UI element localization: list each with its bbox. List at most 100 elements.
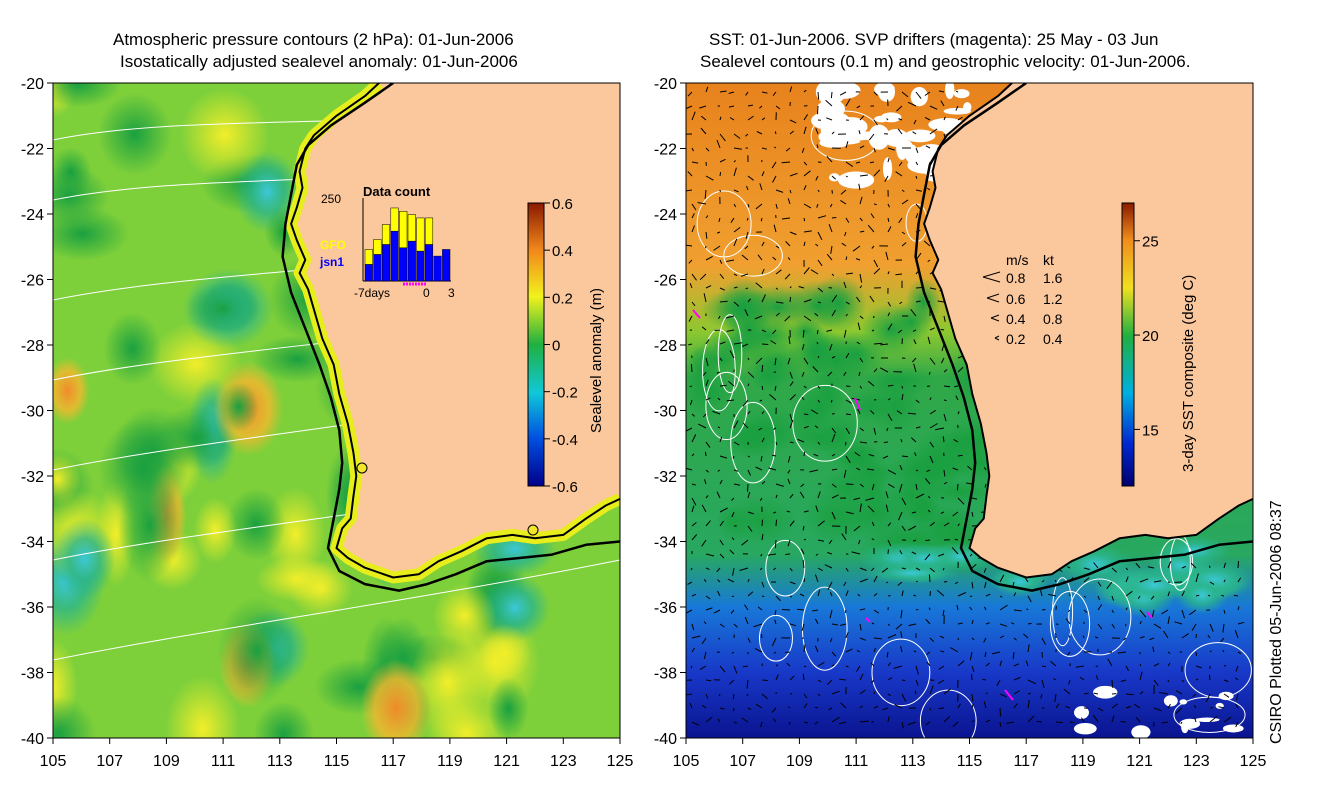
velocity-vector (826, 117, 833, 121)
velocity-vector (717, 590, 721, 597)
velocity-vector (1097, 604, 1103, 611)
sst-colorbar-label: 3-day SST composite (deg C) (1180, 275, 1197, 472)
velocity-vector (761, 693, 769, 700)
velocity-vector (1027, 699, 1030, 709)
velocity-vector (1220, 637, 1225, 643)
velocity-vector (719, 520, 725, 527)
velocity-vector (910, 308, 917, 317)
velocity-vector (1235, 693, 1239, 701)
sealevel-contour (758, 614, 793, 662)
velocity-vector (705, 451, 707, 457)
velocity-vector (691, 522, 697, 527)
velocity-legend: m/s kt 0.8 1.6 0.6 1.2 0.4 0.8 0.2 0.4 (982, 252, 1063, 347)
velocity-vector (1120, 679, 1127, 682)
velocity-vector (1222, 649, 1225, 653)
velocity-vector (873, 315, 875, 319)
velocity-vector (859, 705, 863, 709)
velocity-vector (1125, 567, 1129, 571)
velocity-vector (915, 213, 919, 219)
anomaly-patch (193, 497, 237, 564)
velocity-vector (1152, 646, 1155, 653)
velocity-vector (769, 394, 777, 401)
velocity-vector (1027, 644, 1030, 653)
velocity-vector (760, 217, 763, 222)
velocity-vector (1079, 676, 1085, 681)
velocity-vector (982, 678, 987, 681)
velocity-vector (802, 329, 805, 338)
velocity-vector (1125, 590, 1133, 597)
velocity-vector (691, 273, 697, 281)
velocity-vector (845, 217, 850, 223)
velocity-vector (740, 273, 749, 277)
velocity-vector (705, 495, 709, 499)
velocity-vector (1054, 579, 1057, 583)
gfo-count-bar (399, 211, 408, 249)
x-tick-label: 123 (550, 753, 577, 770)
velocity-vector (725, 315, 735, 319)
velocity-vector (845, 313, 848, 317)
velocity-vector (803, 703, 808, 709)
velocity-vector (957, 592, 967, 597)
velocity-vector (1075, 665, 1085, 668)
velocity-vector (887, 634, 897, 639)
y-tick-label: -24 (21, 207, 44, 224)
velocity-vector (774, 385, 777, 391)
velocity-vector (1041, 665, 1047, 668)
velocity-vector (886, 651, 889, 658)
velocity-vector (859, 115, 865, 121)
colorbar-tick-label: 0 (552, 338, 560, 355)
velocity-legend-unit-ms: m/s (1006, 252, 1029, 268)
velocity-vector (887, 413, 893, 421)
velocity-vector (935, 427, 945, 431)
velocity-vector (939, 635, 945, 639)
velocity-vector (943, 481, 948, 485)
velocity-vector (887, 312, 891, 317)
velocity-vector (713, 245, 721, 251)
velocity-vector (845, 648, 853, 653)
velocity-vector (859, 230, 865, 233)
x-tick-label: 111 (844, 753, 868, 770)
velocity-vector (938, 707, 945, 710)
velocity-vector (747, 707, 752, 710)
velocity-vector (705, 397, 711, 401)
velocity-vector (943, 116, 946, 121)
velocity-vector (971, 497, 978, 500)
velocity-vector (969, 595, 973, 597)
velocity-vector (915, 567, 921, 571)
velocity-vector (747, 511, 754, 515)
velocity-vector (915, 175, 918, 179)
velocity-vector (719, 455, 728, 459)
velocity-vector (901, 394, 904, 401)
sst-patch (799, 328, 834, 378)
velocity-vector (705, 693, 709, 699)
velocity-vector (1083, 692, 1089, 695)
velocity-vector (729, 350, 735, 359)
velocity-vector (817, 661, 825, 667)
velocity-vector (787, 478, 791, 485)
x-tick-label: 117 (1013, 753, 1039, 770)
velocity-vector (1175, 707, 1183, 714)
velocity-vector (983, 467, 987, 471)
velocity-vector (1153, 662, 1160, 667)
velocity-vector (957, 523, 960, 527)
velocity-vector (815, 128, 819, 135)
velocity-vector (967, 465, 973, 471)
velocity-vector (943, 399, 947, 402)
y-tick-label: -38 (654, 666, 677, 683)
velocity-vector (773, 651, 777, 654)
velocity-vector (831, 217, 837, 219)
velocity-vector (1011, 622, 1015, 625)
velocity-vector (702, 704, 707, 709)
velocity-vector (943, 369, 948, 373)
velocity-vector (817, 91, 820, 100)
velocity-vector (1234, 629, 1239, 639)
velocity-vector (915, 426, 921, 429)
velocity-vector (845, 141, 849, 149)
velocity-vector (896, 105, 903, 112)
velocity-vector (729, 117, 735, 121)
velocity-vector (691, 635, 701, 639)
velocity-vector (841, 242, 847, 247)
data-count-xlabel-start: -7days (354, 286, 390, 300)
velocity-vector (1054, 693, 1057, 703)
velocity-vector (952, 721, 959, 727)
